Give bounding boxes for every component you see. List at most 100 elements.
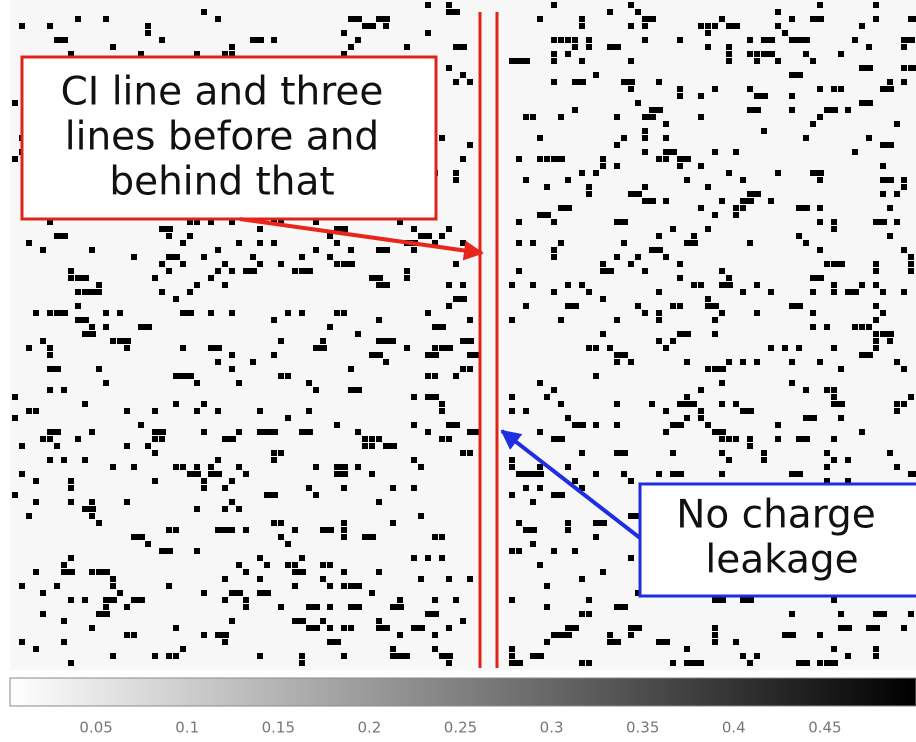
noise-pixel: [180, 646, 186, 652]
noise-pixel: [593, 422, 599, 428]
noise-pixel: [446, 303, 452, 309]
noise-pixel: [509, 282, 515, 288]
noise-pixel: [810, 324, 816, 330]
noise-pixel: [908, 471, 916, 477]
noise-pixel: [607, 9, 613, 15]
noise-pixel: [348, 16, 362, 22]
noise-pixel: [656, 233, 662, 239]
noise-pixel: [887, 338, 893, 344]
noise-pixel: [369, 352, 383, 358]
noise-pixel: [558, 632, 572, 638]
noise-pixel: [866, 625, 880, 631]
noise-pixel: [656, 79, 662, 85]
noise-pixel: [621, 240, 627, 246]
noise-pixel: [726, 170, 732, 176]
noise-pixel: [208, 471, 222, 477]
noise-pixel: [908, 65, 916, 71]
noise-pixel: [376, 625, 390, 631]
noise-pixel: [313, 247, 319, 253]
noise-pixel: [838, 366, 844, 372]
noise-pixel: [292, 583, 298, 589]
noise-pixel: [278, 520, 284, 526]
noise-pixel: [278, 338, 284, 344]
noise-pixel: [775, 23, 781, 29]
noise-pixel: [229, 268, 235, 274]
noise-pixel: [782, 30, 788, 36]
noise-pixel: [292, 527, 298, 533]
noise-pixel: [551, 436, 565, 442]
noise-pixel: [544, 639, 550, 645]
noise-pixel: [614, 359, 620, 365]
noise-pixel: [866, 324, 872, 330]
noise-pixel: [831, 345, 837, 351]
noise-pixel: [229, 51, 235, 57]
noise-pixel: [572, 44, 578, 50]
noise-pixel: [299, 310, 305, 316]
noise-pixel: [831, 597, 837, 603]
noise-pixel: [579, 450, 585, 456]
noise-pixel: [754, 653, 760, 659]
noise-pixel: [467, 317, 473, 323]
noise-pixel: [880, 191, 886, 197]
noise-pixel: [845, 653, 851, 659]
colorbar-tick-label: 0.15: [262, 719, 295, 737]
noise-pixel: [180, 261, 186, 267]
noise-pixel: [355, 464, 361, 470]
noise-pixel: [586, 184, 592, 190]
noise-pixel: [313, 492, 319, 498]
noise-pixel: [677, 275, 683, 281]
noise-pixel: [320, 562, 326, 568]
noise-pixel: [838, 415, 844, 421]
noise-pixel: [96, 611, 110, 617]
noise-pixel: [789, 107, 795, 113]
noise-pixel: [866, 44, 872, 50]
noise-pixel: [642, 184, 648, 190]
noise-pixel: [873, 345, 879, 351]
noise-pixel: [873, 219, 887, 225]
noise-pixel: [215, 268, 221, 274]
noise-pixel: [586, 660, 592, 666]
noise-pixel: [306, 408, 312, 414]
noise-pixel: [726, 44, 732, 50]
noise-pixel: [558, 401, 564, 407]
noise-pixel: [642, 310, 648, 316]
noise-pixel: [908, 254, 914, 260]
noise-pixel: [215, 457, 221, 463]
noise-pixel: [558, 205, 572, 211]
noise-pixel: [516, 520, 522, 526]
noise-pixel: [789, 72, 803, 78]
noise-pixel: [677, 471, 683, 477]
noise-pixel: [593, 534, 599, 540]
noise-pixel: [131, 632, 137, 638]
noise-pixel: [614, 422, 620, 428]
noise-pixel: [446, 2, 452, 8]
noise-pixel: [341, 310, 347, 316]
noise-pixel: [649, 401, 655, 407]
noise-pixel: [47, 457, 53, 463]
noise-pixel: [68, 555, 74, 561]
noise-pixel: [831, 387, 837, 393]
noise-pixel: [859, 324, 865, 330]
noise-pixel: [96, 282, 102, 288]
noise-pixel: [565, 177, 571, 183]
noise-pixel: [740, 597, 754, 603]
noise-pixel: [614, 114, 620, 120]
noise-pixel: [439, 233, 445, 239]
noise-pixel: [740, 359, 746, 365]
noise-pixel: [334, 261, 340, 267]
noise-pixel: [12, 415, 18, 421]
noise-pixel: [894, 219, 900, 225]
noise-pixel: [47, 23, 53, 29]
noise-pixel: [635, 590, 641, 596]
noise-pixel: [684, 415, 690, 421]
noise-pixel: [838, 261, 844, 267]
noise-pixel: [376, 282, 390, 288]
noise-pixel: [131, 254, 137, 260]
noise-pixel: [334, 471, 348, 477]
noise-pixel: [579, 23, 585, 29]
noise-pixel: [754, 51, 760, 57]
noise-pixel: [509, 548, 515, 554]
noise-pixel: [719, 198, 725, 204]
noise-pixel: [152, 450, 158, 456]
noise-pixel: [747, 660, 753, 666]
